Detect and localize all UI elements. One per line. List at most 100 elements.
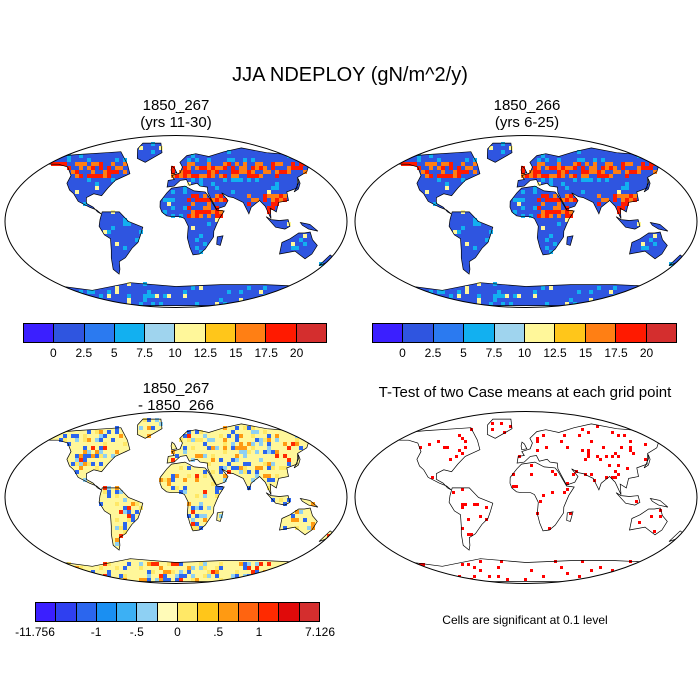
coastline-north-america	[45, 151, 131, 215]
colorbar-tick-label: -.5	[129, 625, 144, 639]
colorbar-labels: -11.756 -1 -.5 0 .5 1 7.126	[15, 622, 335, 639]
colorbar-tick-label: -11.756	[15, 625, 55, 639]
colorbar-swatch	[76, 603, 97, 621]
landmass-north-america	[396, 427, 480, 490]
panel-title-line2: (yrs 11-30)	[140, 114, 212, 131]
colorbar-swatch	[84, 324, 115, 342]
colorbar-swatch	[157, 603, 178, 621]
coastline-new-guinea	[299, 221, 319, 232]
colorbar-swatch	[96, 603, 118, 621]
coastline-japan	[293, 178, 301, 193]
landmass-uk	[171, 442, 177, 450]
coastline-antarctica	[390, 282, 659, 306]
coastline-north-america	[395, 427, 481, 491]
colorbar-tick-label: -1	[90, 625, 102, 639]
map-border	[354, 135, 698, 308]
map-content	[5, 135, 347, 308]
colorbar-tick-label: .5	[213, 625, 224, 639]
colorbar-tick-label: 10	[517, 346, 532, 360]
coastline-africa	[509, 461, 575, 532]
panel-title-line2: - 1850_266	[138, 397, 214, 414]
coastline-australia	[279, 507, 318, 536]
map-panel-bottom-right	[354, 411, 698, 584]
coastline-indonesia	[615, 492, 641, 506]
colorbar-tick-label: 2.5	[424, 346, 442, 360]
panel-title-bottom-left: 1850_267 - 1850_266	[76, 380, 276, 414]
coastline-africa	[159, 461, 225, 532]
landmass-new-zealand	[669, 530, 684, 542]
coastline-new-guinea	[649, 497, 669, 508]
coastline-uk	[520, 441, 528, 451]
colorbar-swatch	[279, 603, 300, 621]
landmass-greenland	[137, 143, 162, 163]
landmass-japan	[644, 454, 651, 468]
panel-title-top-left: 1850_267 (yrs 11-30)	[76, 97, 276, 131]
coastline-madagascar	[566, 511, 574, 522]
coastline-indonesia	[615, 216, 641, 230]
coastline-africa	[509, 185, 575, 256]
map-content	[5, 411, 347, 584]
map-border	[4, 135, 348, 308]
colorbar-swatch	[198, 603, 219, 621]
coastline-eurasia	[166, 423, 310, 495]
colorbar-tick-label: 5	[110, 346, 118, 360]
coastline-indonesia	[265, 216, 291, 230]
landmass-japan	[294, 178, 301, 192]
colorbar-labels: 0 2.5 5 7.5 10 12.5 15 17.5 20	[23, 343, 327, 360]
colorbar-tick-label: 2.5	[75, 346, 93, 360]
landmass-new-guinea	[650, 222, 668, 232]
coastline-africa	[159, 185, 225, 256]
map-panel-top-right	[354, 135, 698, 308]
coastline-japan	[643, 178, 651, 193]
colorbar-tick-label: 7.5	[136, 346, 153, 360]
landmass-south-america	[99, 211, 143, 275]
colorbar-swatch	[585, 324, 617, 342]
colorbar-tick-label: 15	[578, 346, 593, 360]
colorbar-swatch	[114, 324, 146, 342]
coastline-new-guinea	[299, 497, 319, 508]
coastline-greenland	[486, 142, 513, 163]
colorbar-swatch	[54, 324, 85, 342]
map-panel-bottom-left	[4, 411, 348, 584]
coastline-antarctica	[40, 282, 309, 306]
landmass-new-guinea	[300, 222, 318, 232]
colorbar-tick-label: 12.5	[193, 346, 218, 360]
colorbar-tick-label: 20	[289, 346, 304, 360]
colorbar-tick-label: 0	[50, 346, 57, 360]
colorbar-swatch	[464, 324, 495, 342]
colorbar-swatch	[373, 324, 404, 342]
colorbar-swatch	[236, 324, 267, 342]
coastline-north-america	[45, 427, 131, 491]
map-border	[4, 411, 348, 584]
coastline-north-america	[395, 151, 481, 215]
colorbar-tick-label: 7.5	[485, 346, 503, 360]
map-content	[355, 411, 697, 584]
colorbar-swatch	[494, 324, 526, 342]
coastline-madagascar	[216, 511, 224, 522]
landmass-madagascar	[216, 235, 223, 246]
landmass-new-guinea	[650, 498, 668, 508]
colorbar-labels: 0 2.5 5 7.5 10 12.5 15 17.5 20	[372, 343, 677, 360]
colorbar-swatch	[175, 324, 206, 342]
colorbar-swatch	[433, 324, 465, 342]
coastline-south-america	[448, 487, 494, 551]
landmass-uk	[521, 442, 527, 450]
panel-title-bottom-right: T-Test of two Case means at each grid po…	[378, 384, 672, 401]
coastline-uk	[170, 441, 178, 451]
colorbar-swatch	[299, 603, 319, 621]
landmass-south-america	[449, 211, 493, 275]
landmass-greenland	[487, 143, 512, 163]
colorbar-swatch	[24, 324, 55, 342]
colorbar-top-left: 0 2.5 5 7.5 10 12.5 15 17.5 20	[23, 323, 327, 360]
coastline-antarctica	[40, 558, 309, 582]
landmass-eurasia	[517, 423, 660, 495]
colorbar-swatch	[296, 324, 326, 342]
colorbar-tick-label: 0	[174, 625, 181, 639]
coastline-greenland	[136, 418, 163, 439]
coastline-south-america	[98, 211, 144, 275]
coastline-eurasia	[166, 147, 310, 219]
colorbar-boxes	[372, 323, 677, 343]
coastline-eurasia	[516, 423, 660, 495]
landmass-madagascar	[566, 235, 573, 246]
map-content	[355, 135, 697, 308]
